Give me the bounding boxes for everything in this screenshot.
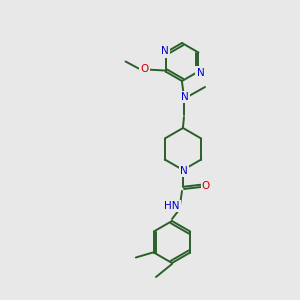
Text: N: N: [196, 68, 204, 77]
Text: N: N: [180, 166, 188, 176]
Text: N: N: [181, 92, 189, 102]
Text: HN: HN: [164, 201, 180, 211]
Text: O: O: [140, 64, 149, 74]
Text: N: N: [161, 46, 168, 56]
Text: O: O: [202, 181, 210, 191]
